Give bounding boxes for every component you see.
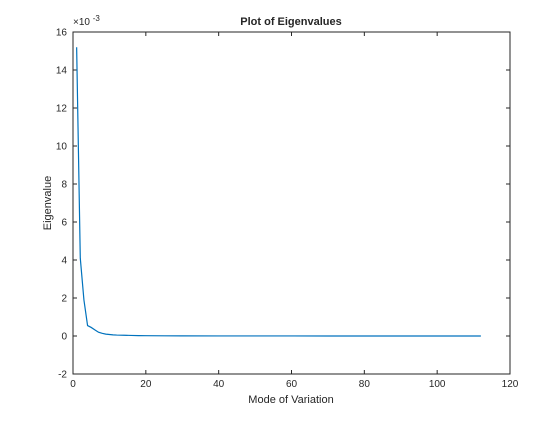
x-axis-label: Mode of Variation <box>248 394 333 406</box>
y-tick-label: 8 <box>61 180 67 191</box>
y-tick-label: 4 <box>61 256 67 267</box>
y-tick-label: 6 <box>61 218 67 229</box>
y-tick-label: -2 <box>58 370 67 381</box>
chart-title: Plot of Eigenvalues <box>240 16 341 28</box>
y-axis-label: Eigenvalue <box>42 176 54 230</box>
y-tick-label: 2 <box>61 294 67 305</box>
x-tick-label: 0 <box>70 379 76 390</box>
y-tick-label: 12 <box>56 104 68 115</box>
y-tick-label: 10 <box>56 142 68 153</box>
x-tick-label: 40 <box>213 379 225 390</box>
x-tick-label: 120 <box>502 379 519 390</box>
y-exponent-base: ×10 <box>73 17 90 28</box>
y-exponent-power: -3 <box>93 14 101 23</box>
y-tick-label: 14 <box>56 66 68 77</box>
x-tick-label: 100 <box>429 379 446 390</box>
y-ticks: -2 0 2 4 6 8 10 12 14 16 <box>56 28 510 381</box>
y-exponent-label: ×10 -3 <box>73 14 100 28</box>
series-line <box>76 47 481 337</box>
x-tick-label: 20 <box>140 379 152 390</box>
x-tick-label: 60 <box>286 379 298 390</box>
y-tick-label: 0 <box>61 332 67 343</box>
plot-area <box>72 31 511 375</box>
x-tick-label: 80 <box>359 379 371 390</box>
y-tick-label: 16 <box>56 28 68 39</box>
x-ticks: 0 20 40 60 80 100 120 <box>70 32 519 390</box>
